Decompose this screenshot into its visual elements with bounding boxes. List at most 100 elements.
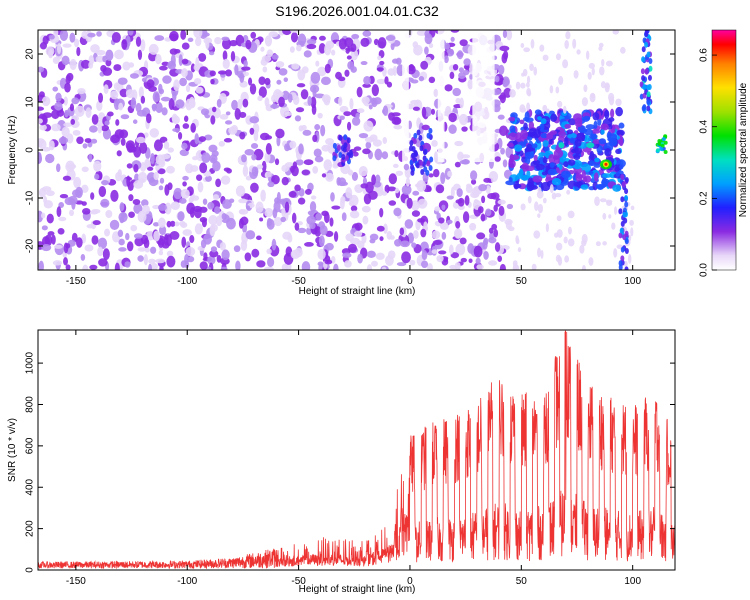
spectrogram-blob bbox=[193, 30, 203, 39]
spectrogram-blob bbox=[135, 102, 142, 113]
spectrogram-blob bbox=[324, 43, 332, 56]
spectrogram-blob bbox=[494, 242, 501, 252]
spectrogram-blob bbox=[521, 72, 525, 77]
spectrogram-blob bbox=[75, 237, 83, 248]
spectrogram-blob bbox=[304, 188, 312, 195]
spectrogram-blob bbox=[262, 66, 268, 73]
spectrogram-blob bbox=[583, 84, 588, 93]
spectrogram-blob bbox=[160, 96, 171, 102]
spectrogram-blob bbox=[390, 102, 396, 110]
spectrogram-blob bbox=[158, 250, 164, 256]
spectrogram-blob bbox=[485, 185, 491, 195]
spectrogram-blob bbox=[58, 202, 65, 209]
spectrogram-blob bbox=[244, 149, 255, 156]
spectrogram-blob bbox=[435, 184, 445, 194]
spectrogram-blob bbox=[63, 122, 73, 128]
spectrogram-blob bbox=[429, 156, 434, 163]
spectrogram-blob bbox=[312, 86, 317, 98]
spectrogram-blob bbox=[540, 118, 547, 125]
spectrogram-blob bbox=[310, 195, 317, 200]
spectrogram-gap bbox=[627, 30, 634, 162]
spectrogram-blob bbox=[190, 122, 196, 133]
spectrogram-blob bbox=[177, 211, 185, 222]
spectrogram-blob bbox=[586, 142, 595, 149]
spectrogram-blob bbox=[90, 192, 95, 200]
spectrogram-blob bbox=[258, 76, 266, 85]
spectrogram-blob bbox=[51, 109, 60, 120]
spectrogram-blob bbox=[47, 231, 55, 236]
spectrogram-blob bbox=[56, 42, 62, 55]
spectrogram-blob bbox=[105, 59, 112, 67]
spectrogram-blob bbox=[243, 60, 248, 67]
spectrogram-blob bbox=[567, 210, 575, 219]
spectrogram-blob bbox=[409, 145, 414, 152]
spectrogram-blob bbox=[601, 58, 605, 67]
spectrogram-blob bbox=[56, 206, 62, 218]
spectrogram-blob bbox=[137, 172, 148, 184]
spectrogram-blob bbox=[619, 227, 624, 234]
spectrogram-blob bbox=[565, 31, 571, 40]
spectrogram-blob bbox=[416, 30, 427, 36]
spectrogram-blob bbox=[222, 58, 230, 69]
spectrogram-blob bbox=[386, 230, 393, 240]
spectrogram-blob bbox=[431, 230, 441, 240]
spectrogram-blob bbox=[244, 252, 252, 262]
spectrogram-blob bbox=[431, 140, 438, 147]
spectrogram-blob bbox=[130, 224, 138, 232]
spectrogram-blob bbox=[312, 165, 319, 174]
snr-y-ticks: 0 200 400 600 800 1000 bbox=[25, 352, 675, 573]
spectrogram-blob bbox=[539, 44, 545, 52]
spectrogram-blob bbox=[379, 236, 384, 242]
spectrogram-blob bbox=[426, 160, 431, 167]
spectrogram-blob bbox=[207, 201, 215, 210]
spectrogram-blob bbox=[410, 164, 415, 171]
spectrogram-blob bbox=[208, 51, 215, 56]
spectrogram-blob bbox=[524, 147, 535, 152]
spectrogram-blob bbox=[264, 35, 273, 47]
spectrogram-blob bbox=[167, 147, 174, 153]
spectrogram-blob bbox=[69, 32, 76, 43]
spectrogram-blob bbox=[455, 97, 461, 104]
spectrogram-blob bbox=[524, 151, 535, 159]
spectrogram-blob bbox=[549, 162, 555, 168]
spectrogram-blob bbox=[586, 50, 590, 60]
spectrogram-blob bbox=[144, 247, 150, 253]
spectrogram-blob bbox=[44, 234, 53, 247]
spectrogram-blob bbox=[568, 226, 572, 235]
x-tick-label: 100 bbox=[624, 276, 641, 287]
spectrogram-blob bbox=[116, 150, 122, 157]
spectrogram-blob bbox=[276, 191, 281, 204]
spectrogram-blob bbox=[264, 77, 271, 86]
spectrogram-blob bbox=[109, 219, 120, 230]
spectrogram-blob bbox=[40, 212, 46, 219]
spectrogram-blob bbox=[107, 111, 114, 117]
spectrogram-blob bbox=[420, 60, 429, 70]
spectrogram-blob bbox=[282, 30, 292, 36]
spectrogram-blob bbox=[410, 169, 415, 176]
spectrogram-blob bbox=[428, 76, 436, 84]
spectrogram-blob bbox=[137, 247, 147, 252]
spectrogram-blob bbox=[201, 152, 211, 164]
spectrogram-blob bbox=[306, 43, 317, 50]
spectrogram-blob bbox=[615, 171, 620, 177]
spectrogram-blob bbox=[124, 261, 131, 268]
spectrogram-blob bbox=[318, 35, 326, 41]
spectrogram-blob bbox=[424, 33, 433, 45]
spectrogram-blob bbox=[371, 174, 376, 186]
spectrogram-blob bbox=[120, 114, 130, 120]
spectrogram-blob bbox=[344, 260, 352, 268]
spectrogram-blob bbox=[600, 81, 606, 89]
spectrogram-blob bbox=[657, 138, 662, 143]
spectrogram-blob bbox=[287, 93, 293, 103]
spectrogram-blob bbox=[162, 75, 172, 84]
spectrogram-blob bbox=[297, 197, 306, 205]
spectrogram-blob bbox=[340, 197, 345, 210]
spectrogram-blob bbox=[556, 229, 563, 238]
spectrogram-blob bbox=[450, 252, 460, 259]
spectrogram-blob bbox=[393, 124, 403, 130]
spectrogram-blob bbox=[253, 129, 259, 142]
spectrogram-blob bbox=[558, 142, 565, 149]
spectrogram-blob bbox=[87, 32, 96, 38]
spectrogram-blob bbox=[362, 83, 371, 88]
spectrogram-blob bbox=[611, 222, 616, 230]
